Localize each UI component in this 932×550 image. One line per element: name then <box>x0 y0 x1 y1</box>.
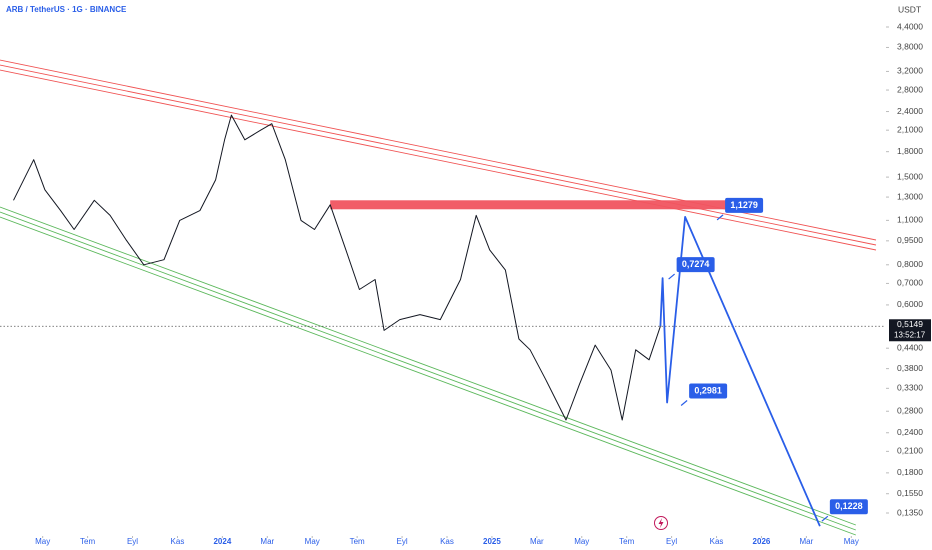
countdown: 13:52:17 <box>894 330 926 339</box>
price-tag-box <box>689 383 728 399</box>
currency: USDT <box>898 4 921 14</box>
chart-title: ARB / TetherUS · 1G · BINANCE <box>6 5 127 14</box>
x-tick-label: May <box>305 537 320 546</box>
x-tick-label: Tem <box>350 537 365 546</box>
x-tick-label: Eyl <box>127 537 138 546</box>
price-tag-pointer <box>680 400 688 406</box>
lower-channel-line <box>0 216 856 536</box>
price-tag: 0,7274 <box>668 257 715 280</box>
y-tick-label: 3,8000 <box>897 42 923 52</box>
price-tag-label: 0,7274 <box>682 259 710 269</box>
y-tick-label: 0,7000 <box>897 278 923 288</box>
x-tick-label: Kas <box>710 537 724 546</box>
upper-channel-line <box>0 64 877 246</box>
resistance-zone <box>330 200 731 210</box>
y-tick-label: 0,2400 <box>897 427 923 437</box>
x-tick-label: May <box>844 537 859 546</box>
y-tick-label: 2,4000 <box>897 106 923 116</box>
x-tick-label: Tem <box>619 537 634 546</box>
upper-channel-line <box>0 69 877 251</box>
y-tick-label: 4,4000 <box>897 21 923 31</box>
y-tick-label: 1,1000 <box>897 215 923 225</box>
lower-channel-line <box>0 211 856 531</box>
projection-line <box>659 216 821 527</box>
x-tick-label: Kas <box>171 537 185 546</box>
y-tick-label: 0,2100 <box>897 446 923 456</box>
price-tag-box <box>725 197 764 213</box>
price-tag-pointer <box>668 273 676 280</box>
event-icon[interactable] <box>654 516 668 530</box>
x-tick-label: May <box>35 537 50 546</box>
price-line <box>13 114 661 421</box>
x-tick-label: 2025 <box>483 537 501 546</box>
price-tag: 0,1228 <box>821 499 868 522</box>
y-tick-label: 0,9500 <box>897 235 923 245</box>
y-tick-label: 0,4400 <box>897 342 923 352</box>
event-icon-bolt <box>658 518 664 528</box>
x-tick-label: Tem <box>80 537 95 546</box>
y-tick-label: 0,6000 <box>897 299 923 309</box>
y-tick-label: 1,3000 <box>897 191 923 201</box>
lower-channel-line <box>0 206 856 526</box>
price-tag-label: 0,1228 <box>835 501 863 511</box>
x-tick-label: 2026 <box>753 537 771 546</box>
y-tick-label: 2,8000 <box>897 84 923 94</box>
y-tick-label: 3,2000 <box>897 66 923 76</box>
y-tick-label: 1,8000 <box>897 146 923 156</box>
price-tag-pointer <box>821 515 829 522</box>
x-tick-label: Mar <box>799 537 813 546</box>
x-tick-label: Mar <box>530 537 544 546</box>
x-tick-label: Eyl <box>397 537 408 546</box>
price-tag-label: 0,2981 <box>694 385 722 395</box>
price-tag: 1,1279 <box>716 197 764 221</box>
y-tick-label: 0,8000 <box>897 259 923 269</box>
y-tick-label: 0,1350 <box>897 507 923 517</box>
y-tick-label: 2,1000 <box>897 124 923 134</box>
x-tick-label: May <box>574 537 589 546</box>
price-tag: 0,2981 <box>680 383 728 406</box>
y-tick-label: 0,3300 <box>897 383 923 393</box>
x-tick-label: 2024 <box>213 537 231 546</box>
last-price-label: 0,5149 <box>897 319 923 329</box>
last-price-box <box>889 319 931 342</box>
price-tag-box <box>676 257 715 273</box>
y-tick-label: 0,1800 <box>897 467 923 477</box>
x-tick-label: Mar <box>260 537 274 546</box>
y-tick-label: 0,3800 <box>897 363 923 373</box>
y-tick-label: 1,5000 <box>897 171 923 181</box>
x-tick-label: Eyl <box>666 537 677 546</box>
y-tick-label: 0,1550 <box>897 488 923 498</box>
y-tick-label: 0,2800 <box>897 405 923 415</box>
price-tag-pointer <box>716 214 724 221</box>
price-tag-box <box>829 499 868 515</box>
x-tick-label: Kas <box>440 537 454 546</box>
price-tag-label: 1,1279 <box>730 200 758 210</box>
